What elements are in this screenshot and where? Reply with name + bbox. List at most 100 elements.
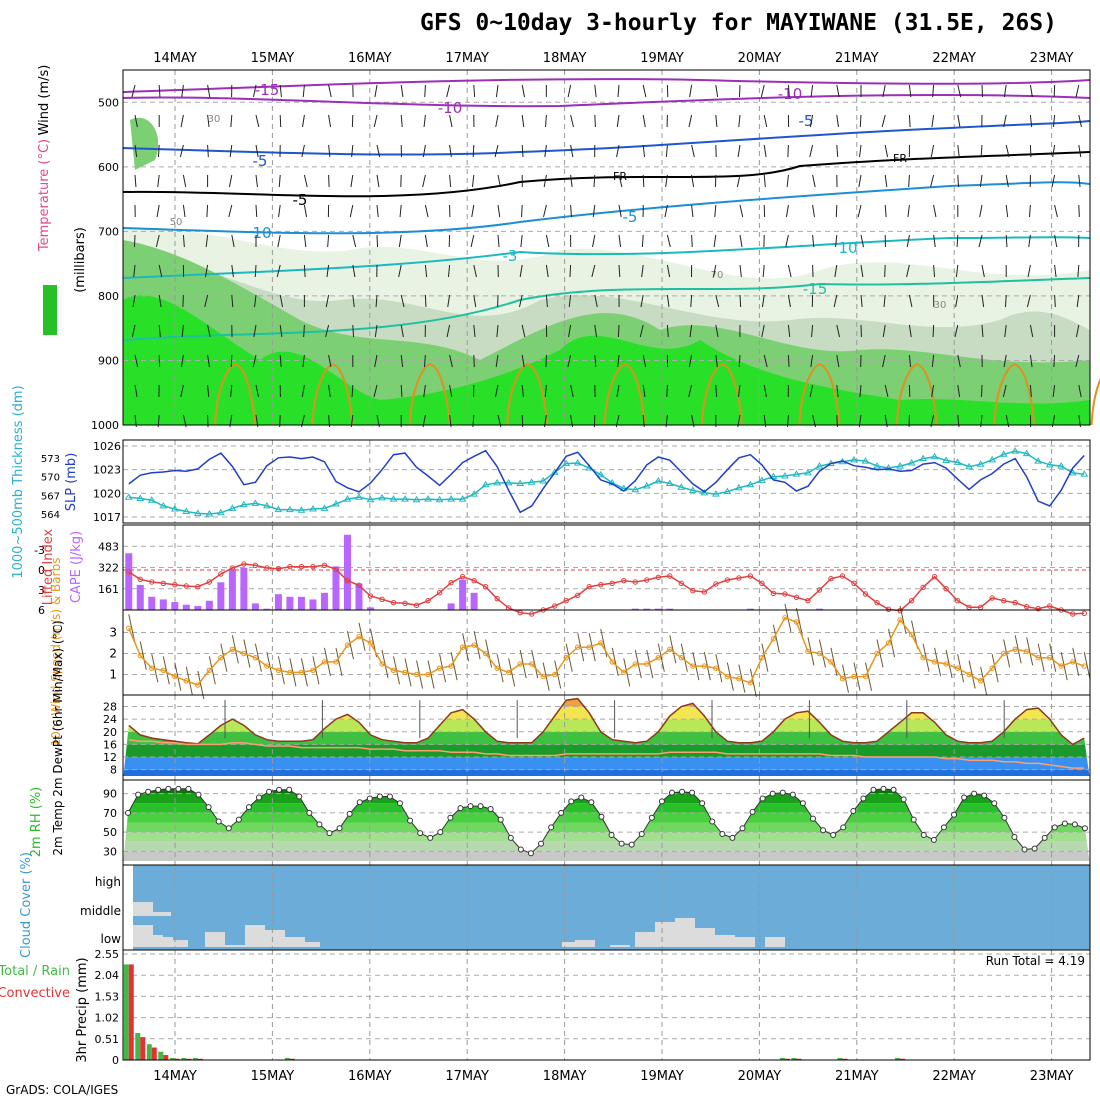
- wind-barb: [521, 204, 523, 218]
- wind-barb: [933, 204, 937, 218]
- wind-speed-series-point: [862, 673, 869, 680]
- wind-barb: [375, 294, 378, 308]
- wind-barb: [932, 84, 935, 98]
- low-cloud-bar: [635, 932, 655, 947]
- wind-barb: [228, 174, 233, 188]
- wind-barb: [374, 324, 378, 338]
- thickness-series-point: [424, 495, 432, 502]
- wind-tick-label: 2: [109, 647, 117, 661]
- rh-point: [427, 834, 434, 841]
- surface-wind-barb: [611, 647, 619, 677]
- precip-convective-bar: [174, 1058, 180, 1060]
- thickness-series-point: [884, 463, 893, 471]
- pressure-tick-label: 700: [98, 225, 119, 238]
- thickness-series-point: [907, 459, 916, 466]
- rh-point: [386, 793, 393, 800]
- wind-barb: [787, 264, 792, 278]
- wind-barb: [301, 144, 305, 158]
- wind-barb: [616, 114, 620, 128]
- wind-barb: [521, 384, 524, 398]
- precip-run-total: Run Total = 4.19: [986, 954, 1085, 968]
- wind-barb: [155, 234, 160, 248]
- bottom-date-label: 22MAY: [932, 1069, 976, 1084]
- precip-convective-bar: [151, 1047, 157, 1060]
- isotherm-minus5: [122, 120, 1091, 156]
- surface-wind-barb: [208, 656, 216, 685]
- wind-barb: [836, 354, 840, 368]
- rh-point: [981, 792, 988, 799]
- surface-wind-barb: [554, 660, 562, 689]
- wind-barb: [328, 114, 332, 128]
- wind-speed-series-point: [448, 663, 454, 669]
- wind-barb: [1052, 114, 1056, 128]
- wind-barb: [690, 294, 693, 308]
- lifted-index-series-point: [1035, 605, 1041, 612]
- wind-barb: [1002, 384, 1007, 398]
- lifted-index-series-point: [195, 583, 201, 590]
- wind-barb: [859, 384, 862, 398]
- cape-bar: [459, 579, 467, 610]
- wind-speed-series-point: [551, 671, 558, 678]
- wind-barb: [812, 204, 815, 218]
- rh-fill-bands: [123, 788, 1090, 861]
- lifted-index-series-point: [298, 563, 305, 570]
- wind-barb: [570, 114, 574, 128]
- wind-speed-series-point: [252, 655, 259, 661]
- lifted-index-series-point: [275, 565, 282, 572]
- wind-barb: [255, 204, 258, 218]
- rh-point: [215, 818, 222, 825]
- wind-barb: [398, 264, 402, 278]
- isotherm-label: -10: [778, 85, 803, 103]
- wind-barb: [931, 354, 935, 368]
- surface-warm-contour: [895, 363, 938, 426]
- wind-barb: [809, 144, 814, 158]
- thickness-series-point: [527, 478, 536, 485]
- lifted-index-series-point: [551, 603, 558, 609]
- rh-point: [286, 786, 293, 793]
- wind-barb: [860, 264, 864, 278]
- rh-point: [840, 824, 847, 831]
- lifted-index-series-point: [655, 574, 662, 581]
- cape-bar: [297, 596, 305, 610]
- upper-wind-barbs: [131, 84, 1082, 428]
- wind-speed-series-point: [839, 676, 846, 682]
- wind-barb: [812, 234, 815, 248]
- wind-barb: [882, 324, 886, 338]
- lifted-index-series-point: [448, 579, 454, 586]
- thickness-series-point: [746, 480, 755, 488]
- rh-point: [1001, 814, 1008, 821]
- wind-barb: [860, 234, 865, 248]
- wind-speed-series-point: [782, 615, 788, 621]
- precip-total-bar: [791, 1057, 797, 1060]
- wind-barb: [1075, 354, 1080, 368]
- wind-barb: [473, 84, 476, 98]
- wind-barb: [473, 294, 477, 308]
- wind-barb: [908, 354, 912, 368]
- surface-warm-contour: [506, 363, 549, 426]
- wind-barb: [1078, 144, 1082, 158]
- wind-barb: [907, 204, 910, 218]
- rh-point: [578, 794, 585, 801]
- wind-barb: [400, 84, 404, 98]
- wind-barb: [1005, 174, 1009, 188]
- precip-total-bar: [779, 1057, 785, 1060]
- wind-speed-series-point: [1000, 650, 1007, 657]
- rh-point: [276, 786, 283, 793]
- wind-speed-series-point: [724, 673, 731, 680]
- lifted-index-series-point: [885, 606, 892, 613]
- rh-point: [316, 821, 323, 828]
- slp-series: [128, 449, 1085, 514]
- rh-point: [527, 850, 534, 857]
- thickness-series-point: [1022, 449, 1031, 457]
- lifted-index-series-point: [782, 591, 788, 597]
- cape-bar: [309, 599, 317, 610]
- wind-barb: [715, 294, 720, 308]
- wind-barb: [713, 234, 717, 248]
- rh-point: [870, 786, 877, 793]
- cape-bar: [815, 608, 823, 610]
- rh-point: [366, 795, 373, 802]
- wind-barb: [594, 354, 597, 368]
- wind-barb: [955, 294, 959, 308]
- surface-warm-contour: [993, 363, 1036, 426]
- wind-barb: [301, 384, 305, 398]
